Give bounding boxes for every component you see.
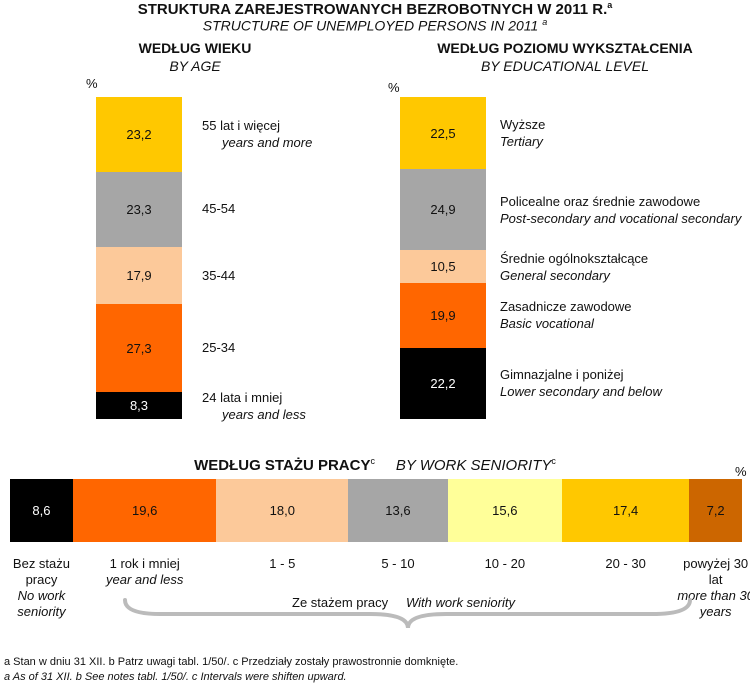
age-chart-segment: 27,3: [96, 304, 182, 393]
segment-label-en: years and less: [222, 406, 306, 422]
edu-chart-label: Wyższe Tertiary: [500, 117, 545, 149]
seniority-segment: 15,6: [447, 479, 562, 542]
main-title: STRUKTURA ZAREJESTROWANYCH BEZROBOTNYCH …: [137, 0, 613, 18]
edu-chart-segment: 10,5: [400, 249, 486, 284]
seniority-unit: %: [735, 464, 747, 479]
segment-label-pl: 24 lata i mniej: [202, 389, 283, 405]
segment-label-en: Tertiary: [500, 134, 543, 150]
edu-chart-label: Zasadnicze zawodowe Basic vocational: [500, 299, 632, 331]
age-chart-segment: 23,2: [96, 97, 182, 172]
segment-label-en: years and more: [222, 135, 313, 151]
age-chart-label: 55 lat i więcej years and more: [202, 118, 312, 150]
age-chart-label: 35-44: [202, 268, 235, 283]
category-label-en: year and less: [106, 572, 184, 587]
age-chart-subtitle: BY AGE: [169, 58, 221, 74]
seniority-segment: 7,2: [689, 479, 742, 542]
category-label-pl: powyżej 30 lat: [683, 556, 749, 587]
seniority-category-label: 1 - 5: [216, 556, 348, 572]
segment-label-pl: Wyższe: [500, 117, 546, 133]
edu-chart-label: Policealne oraz średnie zawodowe Post-sec…: [500, 194, 741, 226]
segment-label-pl: 45-54: [202, 201, 236, 217]
education-unit: %: [388, 80, 400, 95]
footnote-en: a As of 31 XII. b See notes tabl. 1/50/.…: [4, 671, 347, 683]
edu-chart-segment: 22,2: [400, 347, 486, 419]
seniority-category-label: powyżej 30 lat more than 30 years: [676, 556, 750, 620]
category-label-pl: 5 - 10: [381, 556, 415, 571]
seniority-category-label: 10 - 20: [448, 556, 562, 572]
category-label-pl: Bez stażu pracy: [12, 556, 71, 587]
edu-chart-segment: 24,9: [400, 169, 486, 250]
category-label-pl: 10 - 20: [484, 556, 526, 571]
brace-label-en: With work seniority: [406, 595, 515, 610]
education-chart-title: WEDŁUG POZIOMU WYKSZTAŁCENIA: [437, 40, 693, 56]
category-label-pl: 1 - 5: [269, 556, 296, 571]
brace-label-pl: Ze stażem pracy: [292, 595, 389, 610]
segment-label-pl: Gimnazjalne i poniżej: [500, 367, 624, 383]
category-label-pl: 20 - 30: [605, 556, 646, 571]
category-label-en: No work seniority: [17, 588, 66, 619]
main-title-sup: a: [607, 0, 613, 10]
age-chart-label: 45-54: [202, 201, 235, 216]
seniority-segment: 13,6: [348, 479, 448, 542]
main-subtitle-sup: a: [542, 17, 548, 27]
edu-chart-segment: 19,9: [400, 283, 486, 348]
segment-label-en: General secondary: [500, 267, 610, 283]
category-label-en: more than 30 years: [677, 588, 750, 619]
age-chart-segment: 23,3: [96, 171, 182, 247]
segment-label-pl: Zasadnicze zawodowe: [500, 299, 632, 315]
edu-chart-label: Średnie ogólnokształcące General secondar…: [500, 251, 648, 283]
main-subtitle: STRUCTURE OF UNEMPLOYED PERSONS IN 2011 …: [202, 17, 548, 34]
age-unit: %: [86, 76, 98, 91]
age-chart-label: 25-34: [202, 340, 235, 355]
seniority-category-label: 5 - 10: [348, 556, 448, 572]
segment-label-en: Basic vocational: [500, 316, 594, 332]
segment-label-en: Lower secondary and below: [500, 384, 662, 400]
segment-label-pl: 35-44: [202, 267, 236, 283]
segment-label-pl: 55 lat i więcej: [202, 118, 281, 134]
seniority-category-label: 1 rok i mniej year and less: [73, 556, 216, 588]
age-chart-label: 24 lata i mniej years and less: [202, 390, 306, 422]
edu-chart-label: Gimnazjalne i poniżej Lower secondary and…: [500, 367, 662, 399]
seniority-segment: 19,6: [72, 479, 217, 542]
segment-label-pl: 25-34: [202, 340, 236, 356]
seniority-segment: 18,0: [216, 479, 349, 542]
segment-label-pl: Policealne oraz średnie zawodowe: [500, 193, 701, 209]
age-chart-segment: 8,3: [96, 392, 182, 419]
category-label-pl: 1 rok i mniej: [109, 556, 180, 571]
age-chart-title: WEDŁUG WIEKU: [138, 40, 252, 56]
segment-label-pl: Średnie ogólnokształcące: [500, 250, 649, 266]
education-chart-subtitle: BY EDUCATIONAL LEVEL: [480, 58, 650, 74]
seniority-segment: 17,4: [561, 479, 690, 542]
edu-chart-segment: 22,5: [400, 97, 486, 170]
age-chart-segment: 17,9: [96, 246, 182, 305]
seniority-chart-title: WEDŁUG STAŻU PRACYc BY WORK SENIORITYc: [194, 456, 556, 474]
seniority-category-label: Bez stażu pracy No work seniority: [1, 556, 81, 620]
segment-label-en: Post-secondary and vocational secondary: [500, 210, 742, 226]
seniority-category-label: 20 - 30: [562, 556, 689, 572]
seniority-segment: 8,6: [10, 479, 73, 542]
footnote-pl: a Stan w dniu 31 XII. b Patrz uwagi tabl…: [4, 656, 459, 668]
